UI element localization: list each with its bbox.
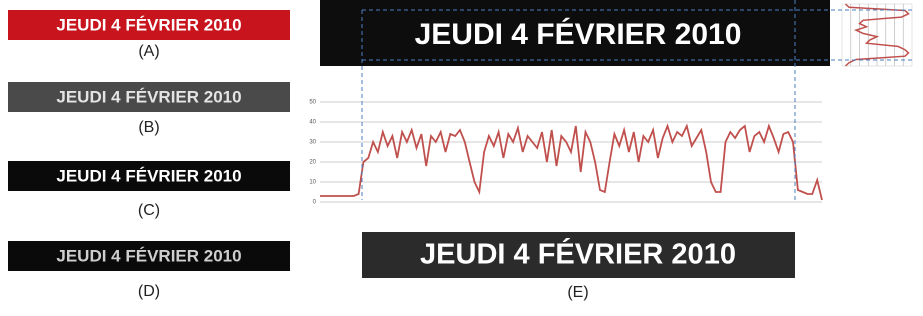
image-text: JEUDI 4 FÉVRIER 2010 <box>56 166 241 185</box>
y-tick-label: 10 <box>309 180 316 186</box>
y-tick-label: 30 <box>309 140 316 146</box>
image-text: JEUDI 4 FÉVRIER 2010 <box>56 246 241 265</box>
y-tick-label: 0 <box>313 200 317 206</box>
image-text: JEUDI 4 FÉVRIER 2010 <box>56 15 241 34</box>
image-text: JEUDI 4 FÉVRIER 2010 <box>420 237 736 271</box>
panel-label: (E) <box>567 284 588 301</box>
y-tick-label: 40 <box>309 120 316 126</box>
series-line <box>320 126 822 200</box>
image-text: JEUDI 4 FÉVRIER 2010 <box>415 17 742 51</box>
panel-label: (B) <box>138 119 159 136</box>
y-tick-label: 50 <box>309 100 316 106</box>
image-text: JEUDI 4 FÉVRIER 2010 <box>56 87 241 106</box>
panel-label: (A) <box>138 43 159 60</box>
panel-label: (D) <box>138 283 160 300</box>
panel-label: (C) <box>138 202 160 219</box>
figure: JEUDI 4 FÉVRIER 2010 (A) JEUDI 4 FÉVRIER… <box>0 0 923 311</box>
y-tick-label: 20 <box>309 160 316 166</box>
